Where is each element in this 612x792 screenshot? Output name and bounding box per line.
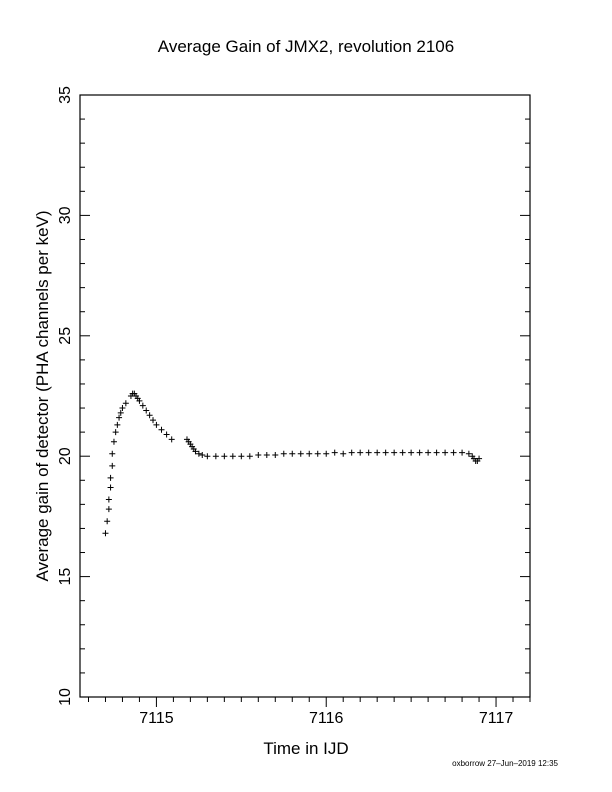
data-point	[112, 429, 119, 436]
y-tick-label: 15	[57, 568, 74, 586]
y-tick-label: 20	[57, 447, 74, 465]
data-point	[408, 449, 415, 456]
data-point	[476, 455, 483, 462]
data-point	[168, 436, 175, 443]
data-point	[107, 484, 114, 491]
data-point	[104, 518, 111, 525]
data-point	[255, 451, 262, 458]
data-point	[102, 530, 109, 537]
data-point	[105, 506, 112, 513]
data-point	[158, 426, 165, 433]
data-point	[323, 450, 330, 457]
y-axis: 10 15 20 25 30 35	[57, 86, 530, 706]
data-point	[229, 453, 236, 460]
data-point	[146, 412, 153, 419]
data-point	[374, 449, 381, 456]
data-point	[199, 451, 206, 458]
y-tick-label: 35	[57, 86, 74, 104]
x-tick-label: 7116	[309, 710, 344, 727]
plot-frame	[79, 94, 531, 698]
y-tick-label: 30	[57, 206, 74, 224]
data-point	[122, 400, 129, 407]
data-point	[163, 431, 170, 438]
data-point	[195, 450, 202, 457]
x-tick-label: 7117	[479, 710, 514, 727]
footer-credit: oxborrow 27–Jun–2019 12:35	[452, 759, 558, 768]
data-point	[433, 449, 440, 456]
data-point	[114, 421, 121, 428]
data-point	[465, 450, 472, 457]
y-axis-label: Average gain of detector (PHA channels p…	[33, 210, 52, 581]
x-tick-label: 7115	[139, 710, 174, 727]
data-point	[314, 450, 321, 457]
data-point	[192, 448, 199, 455]
data-point	[399, 449, 406, 456]
plot-border	[79, 94, 531, 698]
data-point	[238, 453, 245, 460]
data-point	[416, 449, 423, 456]
data-point	[365, 449, 372, 456]
data-point	[246, 453, 253, 460]
data-point	[442, 449, 449, 456]
data-point	[110, 438, 117, 445]
data-point	[391, 449, 398, 456]
data-point	[212, 453, 219, 460]
data-point	[425, 449, 432, 456]
data-point	[382, 449, 389, 456]
y-tick-label: 25	[57, 327, 74, 345]
data-point	[289, 450, 296, 457]
data-point	[109, 462, 116, 469]
data-point	[306, 450, 313, 457]
data-point	[150, 417, 157, 424]
data-point	[107, 474, 114, 481]
data-point	[263, 451, 270, 458]
x-axis-label: Time in IJD	[263, 739, 348, 758]
data-point	[459, 449, 466, 456]
data-point	[204, 453, 211, 460]
data-point	[139, 402, 146, 409]
data-point	[450, 449, 457, 456]
data-point	[340, 450, 347, 457]
data-point	[153, 421, 160, 428]
data-point	[116, 414, 123, 421]
data-point	[297, 450, 304, 457]
data-point	[119, 405, 126, 412]
data-point	[109, 450, 116, 457]
data-point	[136, 397, 143, 404]
data-point	[221, 453, 228, 460]
data-point	[272, 451, 279, 458]
data-point	[348, 449, 355, 456]
data-point	[331, 449, 338, 456]
data-point	[357, 449, 364, 456]
y-tick-label: 10	[57, 688, 74, 706]
data-point	[117, 409, 124, 416]
x-axis: 7115 7116 7117	[87, 697, 531, 727]
data-points	[102, 390, 483, 537]
data-point	[280, 450, 287, 457]
data-point	[143, 407, 150, 414]
chart-title: Average Gain of JMX2, revolution 2106	[158, 37, 454, 56]
data-point	[105, 496, 112, 503]
